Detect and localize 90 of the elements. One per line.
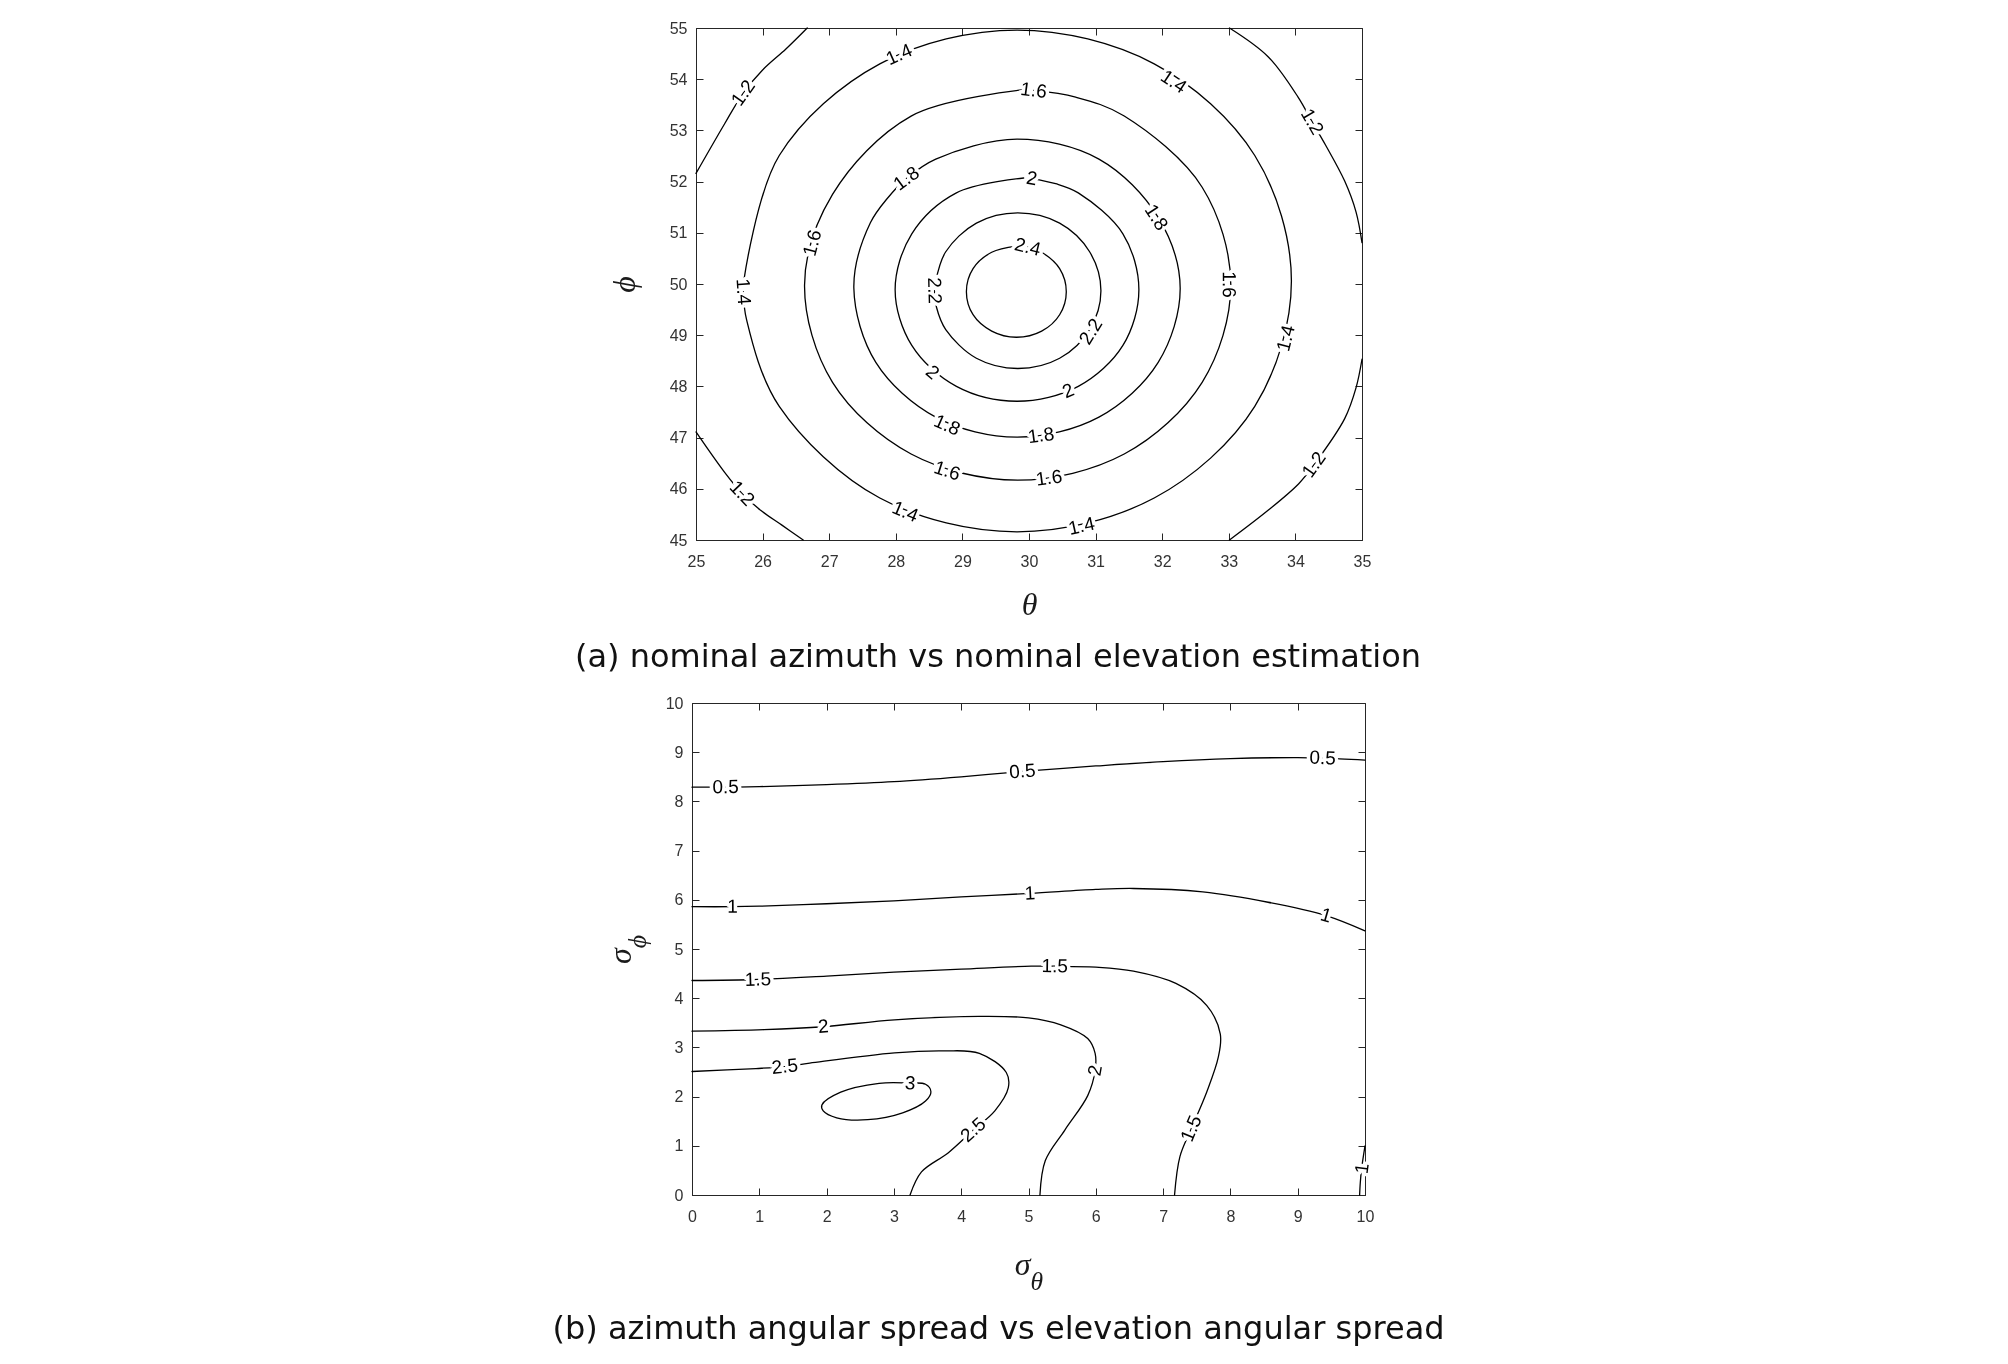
line-series bbox=[695, 431, 804, 541]
x-axis-title: θ bbox=[1021, 585, 1038, 622]
annotation: 1.6 bbox=[1218, 271, 1240, 298]
x-tick-label: 1 bbox=[755, 1207, 765, 1225]
annotation: 1.4 bbox=[732, 277, 756, 306]
annotation: 2.2 bbox=[1074, 314, 1107, 349]
y-tick-label: 0 bbox=[674, 1186, 684, 1204]
y-tick-label: 46 bbox=[669, 480, 688, 498]
annotation: 1.2 bbox=[1296, 104, 1329, 139]
text: (a) nominal azimuth vs nominal elevation estimation bbox=[574, 637, 1422, 675]
annotation: 1.2 bbox=[726, 75, 760, 110]
y-tick-label: 2 bbox=[674, 1088, 684, 1106]
y-tick-label: 1 bbox=[674, 1137, 684, 1155]
y-axis-title: ϕ bbox=[605, 276, 642, 293]
y-tick-label: 9 bbox=[674, 743, 684, 761]
x-tick-label: 28 bbox=[887, 552, 906, 570]
annotation: 1.4 bbox=[889, 496, 922, 527]
annotation: 1.8 bbox=[889, 161, 924, 195]
annotation: 2.4 bbox=[1012, 233, 1044, 261]
annotation: 2 bbox=[921, 360, 944, 384]
annotation: 1.6 bbox=[1019, 77, 1049, 103]
y-tick-label: 3 bbox=[674, 1038, 684, 1056]
x-tick-label: 4 bbox=[957, 1207, 967, 1225]
x-tick-label: 33 bbox=[1220, 552, 1239, 570]
y-tick-label: 5 bbox=[674, 940, 684, 958]
annotation: 1.8 bbox=[930, 409, 964, 440]
x-tick-label: 29 bbox=[954, 552, 972, 570]
annotation: 1 bbox=[1023, 882, 1036, 904]
annotation: 1 bbox=[1318, 903, 1335, 927]
y-tick-label: 55 bbox=[669, 19, 688, 37]
annotation: 1.8 bbox=[1140, 200, 1173, 234]
annotation: 2.5 bbox=[956, 1113, 990, 1147]
x-tick-label: 8 bbox=[1226, 1207, 1236, 1225]
annotation: 1.6 bbox=[1034, 465, 1064, 490]
x-tick-label: 32 bbox=[1153, 552, 1172, 570]
annotation: 1.5 bbox=[1176, 1112, 1206, 1145]
x-tick-label: 26 bbox=[754, 552, 773, 570]
annotation: 3 bbox=[904, 1071, 917, 1094]
annotation: 2 bbox=[1083, 1063, 1106, 1078]
annotation: 1.2 bbox=[725, 476, 760, 510]
y-tick-label: 8 bbox=[674, 792, 684, 810]
y-tick-label: 48 bbox=[669, 377, 688, 395]
annotation: 1.8 bbox=[1026, 422, 1056, 448]
y-tick-label: 4 bbox=[674, 989, 684, 1007]
annotation: 2 bbox=[817, 1015, 830, 1038]
y-tick-label: 7 bbox=[674, 842, 684, 860]
annotation: 2 bbox=[1059, 378, 1078, 403]
x-tick-label: 6 bbox=[1091, 1207, 1101, 1225]
y-tick-label: 45 bbox=[669, 531, 688, 549]
x-tick-label: 2 bbox=[822, 1207, 832, 1225]
y-tick-label: 50 bbox=[669, 275, 688, 293]
line-series bbox=[691, 887, 1366, 932]
x-tick-label: 3 bbox=[889, 1207, 899, 1225]
x-axis-title: σ$_{θ}$ bbox=[1014, 1245, 1044, 1295]
y-tick-label: 10 bbox=[665, 694, 684, 712]
x-tick-label: 25 bbox=[687, 552, 706, 570]
y-tick-label: 53 bbox=[669, 121, 688, 139]
x-tick-label: 7 bbox=[1159, 1207, 1169, 1225]
line-series bbox=[1228, 27, 1363, 244]
line-series bbox=[695, 27, 808, 175]
annotation: 1 bbox=[1350, 1161, 1373, 1175]
annotation: 2.5 bbox=[770, 1054, 800, 1078]
line-series bbox=[1228, 358, 1363, 541]
x-tick-label: 9 bbox=[1293, 1207, 1303, 1225]
y-tick-label: 47 bbox=[669, 429, 688, 447]
y-tick-label: 6 bbox=[674, 891, 684, 909]
annotation: 1.2 bbox=[1297, 447, 1330, 482]
annotation: 2.2 bbox=[924, 277, 946, 305]
annotation: 1.6 bbox=[798, 227, 826, 259]
x-tick-label: 35 bbox=[1353, 552, 1372, 570]
text: (b) azimuth angular spread vs elevation angular spread bbox=[552, 1309, 1445, 1347]
x-tick-label: 30 bbox=[1020, 552, 1039, 570]
y-tick-label: 49 bbox=[669, 326, 688, 344]
x-tick-label: 27 bbox=[820, 552, 839, 570]
annotation: 1.6 bbox=[931, 456, 964, 485]
x-tick-label: 31 bbox=[1087, 552, 1106, 570]
annotation: 1.4 bbox=[1156, 65, 1191, 98]
x-tick-label: 34 bbox=[1287, 552, 1305, 570]
annotation: 2 bbox=[1024, 166, 1039, 190]
y-tick-label: 54 bbox=[669, 70, 688, 88]
line-series bbox=[691, 1050, 1010, 1196]
annotation: 1.4 bbox=[882, 39, 916, 70]
x-tick-label: 10 bbox=[1356, 1207, 1375, 1225]
x-tick-label: 5 bbox=[1024, 1207, 1034, 1225]
annotation: 0.5 bbox=[1309, 746, 1337, 769]
annotation: 1.4 bbox=[1066, 512, 1098, 539]
y-tick-label: 52 bbox=[669, 173, 688, 191]
y-tick-label: 51 bbox=[669, 224, 688, 242]
annotation: 0.5 bbox=[1008, 759, 1037, 783]
annotation: 1.4 bbox=[1272, 322, 1300, 354]
